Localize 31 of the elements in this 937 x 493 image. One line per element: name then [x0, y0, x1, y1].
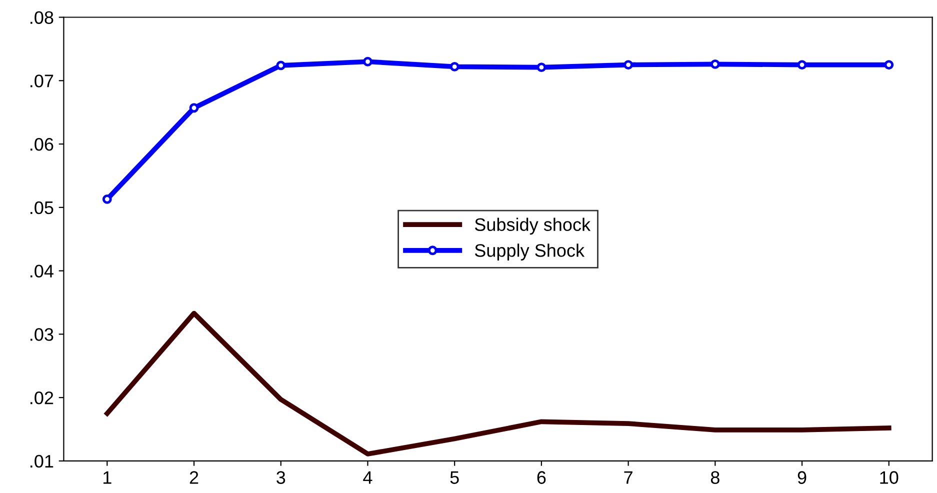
x-tick-label: 5 — [450, 471, 459, 484]
point — [884, 60, 894, 70]
y-tick-label: .03 — [30, 328, 54, 341]
x-tick-label: 8 — [710, 471, 720, 484]
y-tick-label: .06 — [30, 138, 54, 151]
legend-label: Supply Shock — [474, 244, 585, 260]
line-series — [104, 310, 892, 456]
point — [102, 194, 112, 204]
y-tick-label: .04 — [30, 264, 54, 278]
point — [363, 56, 372, 66]
point — [710, 59, 720, 69]
x-tick-label: 3 — [276, 471, 286, 484]
x-tick-label: 2 — [190, 471, 198, 484]
x-tick-label: 6 — [537, 471, 546, 484]
point — [189, 103, 199, 113]
y-tick-label: .08 — [30, 11, 54, 24]
x-tick-label: 9 — [798, 471, 806, 484]
y-tick-label: .02 — [30, 392, 54, 404]
point — [797, 60, 807, 70]
y-tick-label: .01 — [30, 454, 54, 468]
point — [536, 62, 546, 72]
legend-label: Subsidy shock — [474, 218, 591, 235]
x-tick-label: 1 — [104, 471, 112, 484]
y-tick-label: .07 — [30, 74, 54, 88]
point — [624, 60, 634, 70]
point — [450, 62, 460, 72]
x-tick-label: 7 — [624, 471, 632, 484]
x-tick-label: 4 — [363, 471, 372, 484]
x-tick-label: 10 — [880, 471, 898, 484]
point — [276, 60, 286, 70]
y-tick-label: .05 — [30, 201, 54, 214]
